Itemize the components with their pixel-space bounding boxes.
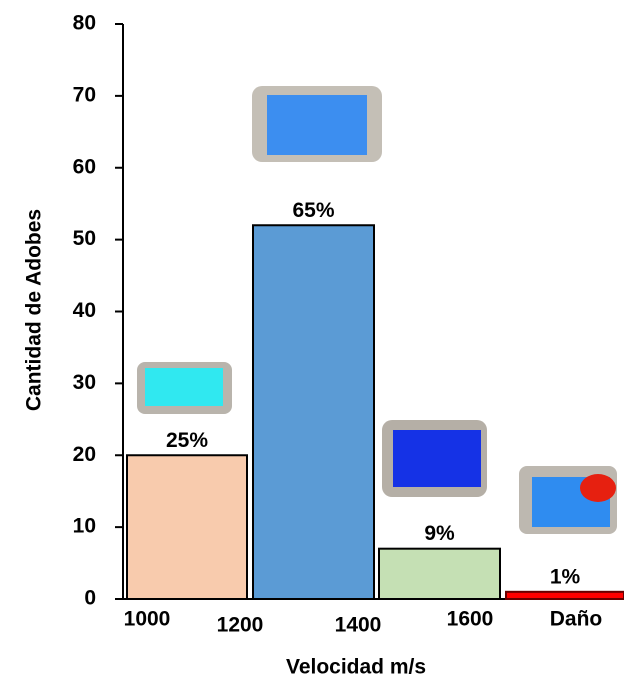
adobe-image-map [393, 430, 481, 487]
y-tick-label: 80 [73, 12, 96, 35]
y-tick-label: 0 [84, 587, 96, 610]
x-tick-label: 1000 [124, 608, 171, 631]
y-tick-label: 50 [73, 227, 96, 250]
bar [378, 547, 501, 600]
y-tick-label: 70 [73, 83, 96, 106]
x-axis-title: Velocidad m/s [286, 656, 426, 679]
adobe-images [137, 86, 617, 534]
y-tick-label: 10 [73, 515, 96, 538]
y-tick-label: 60 [73, 155, 96, 178]
x-tick-label: 1200 [217, 614, 264, 637]
y-tick-label: 20 [73, 443, 96, 466]
x-tick-label: Daño [550, 608, 603, 631]
y-tick-label: 30 [73, 371, 96, 394]
value-label: 65% [292, 199, 334, 222]
bar [126, 454, 248, 600]
y-tick-label: 40 [73, 299, 96, 322]
bar [505, 590, 624, 600]
bar [252, 224, 375, 600]
value-label: 9% [424, 522, 455, 545]
x-tick-label: 1600 [447, 608, 494, 631]
y-axis-title: Cantidad de Adobes [23, 209, 46, 411]
adobe-image-damage [580, 474, 616, 502]
x-tick-label: 1400 [335, 614, 382, 637]
adobe-image-map [267, 95, 367, 155]
value-label: 1% [550, 565, 581, 588]
adobe-image-map [145, 368, 223, 406]
value-label: 25% [166, 429, 208, 452]
